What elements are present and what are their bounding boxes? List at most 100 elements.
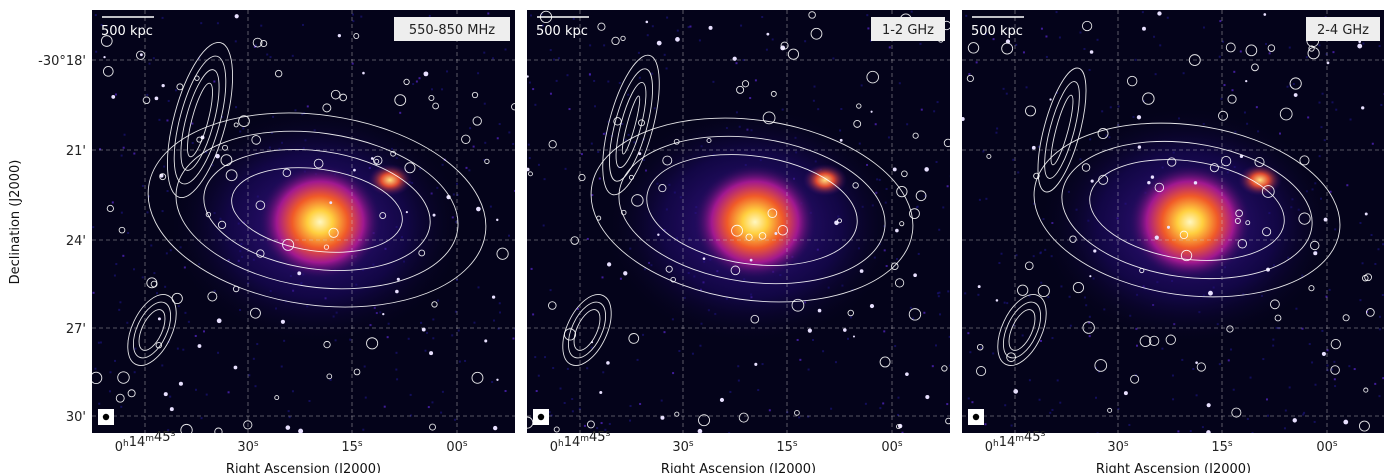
point-source: [421, 327, 426, 332]
noise: [939, 313, 942, 316]
noise: [1334, 385, 1337, 388]
contour: [767, 208, 778, 219]
noise: [426, 331, 429, 334]
contour: [890, 262, 899, 271]
noise: [917, 252, 920, 255]
contour: [256, 249, 265, 258]
noise: [383, 405, 386, 408]
contour: [1274, 314, 1282, 322]
contour: [159, 173, 167, 181]
noise: [126, 321, 129, 324]
noise: [601, 276, 604, 279]
relic-contour: [1008, 309, 1036, 351]
point-source: [1343, 419, 1349, 425]
band-label-box: [394, 17, 510, 41]
noise: [1288, 46, 1291, 49]
noise: [549, 92, 552, 95]
noise: [735, 62, 738, 65]
noise: [1361, 262, 1364, 265]
tick-unit: h: [993, 439, 999, 449]
noise: [109, 371, 112, 374]
noise: [221, 115, 224, 118]
tick-number: 0: [550, 440, 558, 455]
noise: [1171, 374, 1174, 377]
noise: [1154, 73, 1157, 76]
contour: [1330, 338, 1341, 350]
tick-unit: s: [689, 439, 694, 449]
contour: [899, 221, 905, 227]
noise: [205, 393, 208, 396]
x-tick-label: 0h14m45s: [550, 429, 611, 455]
noise: [1370, 234, 1373, 237]
noise: [150, 244, 153, 247]
noise: [765, 48, 768, 51]
noise: [235, 106, 238, 109]
noise: [534, 103, 537, 106]
contour: [548, 301, 557, 310]
noise: [572, 17, 575, 20]
point-source: [370, 157, 374, 160]
contour: [1262, 227, 1272, 237]
noise: [1328, 288, 1331, 291]
noise: [200, 22, 203, 25]
relic-contour: [187, 82, 213, 158]
point-source: [870, 110, 873, 113]
noise: [1033, 202, 1036, 205]
noise: [532, 88, 535, 91]
noise: [260, 24, 263, 27]
contour: [1299, 155, 1310, 166]
contour: [730, 265, 741, 276]
contour: [1231, 407, 1242, 418]
point-source: [708, 25, 713, 30]
noise: [604, 132, 607, 135]
tick-unit: s: [1333, 439, 1338, 449]
contour: [665, 265, 673, 273]
contour: [738, 412, 749, 423]
contour: [1025, 105, 1036, 117]
contour: [1308, 45, 1315, 52]
image: [962, 10, 1384, 433]
contour: [147, 112, 487, 308]
noise: [94, 367, 97, 370]
noise: [1003, 301, 1006, 304]
contour: [471, 91, 479, 99]
contour: [628, 174, 634, 180]
noise: [1348, 365, 1351, 368]
noise: [1222, 40, 1225, 43]
noise: [1017, 171, 1020, 174]
point-source: [484, 339, 488, 343]
noise: [191, 122, 194, 125]
noise: [938, 228, 941, 231]
noise: [217, 351, 220, 354]
noise: [1069, 324, 1072, 327]
noise: [1028, 379, 1031, 382]
noise: [869, 39, 872, 42]
contour: [404, 162, 416, 174]
noise: [1333, 378, 1336, 381]
noise: [949, 364, 950, 367]
contour: [432, 102, 439, 110]
noise: [550, 414, 553, 417]
noise: [1230, 348, 1233, 351]
point-source: [859, 269, 864, 273]
noise: [158, 118, 161, 121]
contour: [794, 409, 800, 416]
point-source: [1142, 26, 1146, 31]
noise: [910, 10, 913, 13]
x-tick-label: 15s: [341, 439, 363, 455]
noise: [864, 402, 867, 405]
point-source: [869, 303, 875, 309]
noise: [830, 407, 833, 410]
subcluster: [1238, 164, 1282, 196]
noise: [1219, 20, 1222, 23]
contour: [1363, 387, 1369, 393]
contour: [115, 393, 125, 403]
contour: [770, 90, 777, 97]
noise: [698, 39, 701, 42]
contour: [205, 211, 212, 218]
noise: [992, 352, 995, 355]
noise: [194, 388, 197, 391]
contour: [852, 182, 859, 189]
noise: [608, 422, 611, 425]
noise: [161, 16, 164, 19]
